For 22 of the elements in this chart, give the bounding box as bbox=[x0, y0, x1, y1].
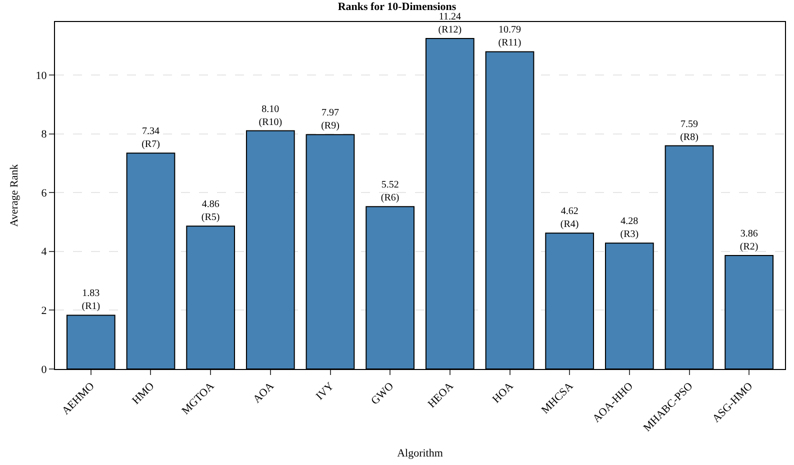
y-tick-label: 10 bbox=[36, 70, 48, 82]
y-axis-title: Average Rank bbox=[8, 164, 20, 227]
y-tick-label: 6 bbox=[41, 187, 48, 200]
x-tick-label: IVY bbox=[314, 380, 336, 403]
data-label: 5.52 (R6) bbox=[380, 180, 400, 204]
data-label: 10.79 (R11) bbox=[498, 24, 522, 49]
data-label: 1.83 (R1) bbox=[82, 288, 100, 312]
y-tick-label: 8 bbox=[41, 128, 48, 141]
chart-title: Ranks for 10-Dimensions bbox=[338, 1, 457, 14]
data-label: 8.10 (R10) bbox=[258, 104, 282, 128]
data-label: 4.28 (R3) bbox=[620, 216, 639, 240]
data-label: 7.97 (R9) bbox=[321, 108, 340, 132]
data-label: 7.59 (R8) bbox=[680, 118, 698, 143]
data-label: 7.34 (R7) bbox=[142, 126, 160, 150]
x-axis-title: Algorithm bbox=[397, 447, 444, 460]
data-label: 4.62 (R4) bbox=[560, 206, 579, 230]
data-label: 11.24 (R12) bbox=[438, 11, 462, 36]
y-tick-label: 0 bbox=[41, 364, 48, 376]
data-label: 3.86 (R2) bbox=[740, 228, 758, 252]
data-label: 4.86 (R5) bbox=[201, 199, 220, 224]
y-tick-label: 2 bbox=[41, 305, 47, 318]
y-tick-label: 4 bbox=[41, 246, 48, 258]
